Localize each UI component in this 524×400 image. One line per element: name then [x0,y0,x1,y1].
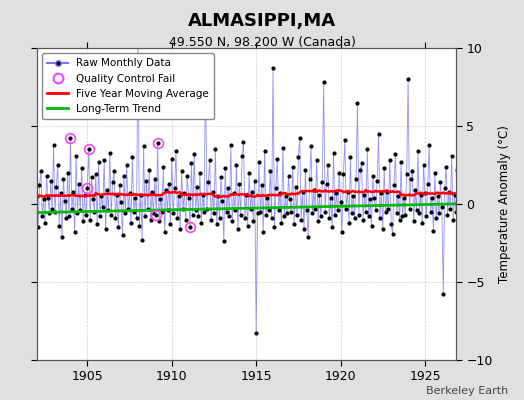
Text: ALMASIPPI,MA: ALMASIPPI,MA [188,12,336,30]
Legend: Raw Monthly Data, Quality Control Fail, Five Year Moving Average, Long-Term Tren: Raw Monthly Data, Quality Control Fail, … [42,53,214,119]
Y-axis label: Temperature Anomaly (°C): Temperature Anomaly (°C) [498,125,511,283]
Text: Berkeley Earth: Berkeley Earth [426,386,508,396]
Text: 49.550 N, 98.200 W (Canada): 49.550 N, 98.200 W (Canada) [169,36,355,49]
